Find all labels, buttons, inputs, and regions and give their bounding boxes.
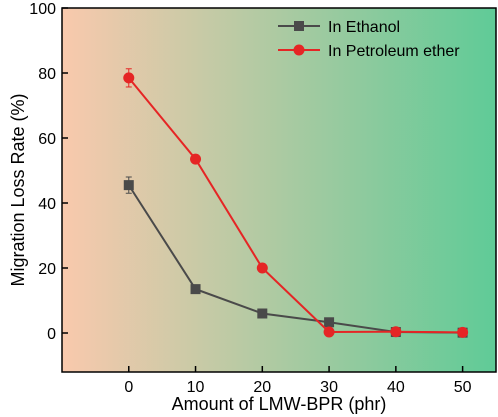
x-tick-label: 30 bbox=[320, 379, 338, 396]
plot-background bbox=[62, 8, 496, 372]
data-point bbox=[457, 326, 469, 338]
legend-marker bbox=[294, 21, 304, 31]
y-tick-label: 0 bbox=[47, 326, 56, 343]
data-point bbox=[256, 262, 268, 274]
data-point bbox=[190, 284, 201, 295]
y-tick-label: 80 bbox=[38, 66, 56, 83]
y-tick-label: 100 bbox=[29, 1, 56, 18]
y-tick-label: 60 bbox=[38, 131, 56, 148]
y-axis-title: Migration Loss Rate (%) bbox=[8, 93, 28, 286]
x-tick-label: 10 bbox=[187, 379, 205, 396]
data-marks bbox=[123, 68, 469, 338]
x-tick-label: 40 bbox=[387, 379, 405, 396]
plot-frame bbox=[61, 7, 497, 373]
legend: In Ethanol In Petroleum ether bbox=[278, 19, 460, 60]
x-tick-label: 20 bbox=[253, 379, 271, 396]
x-tick-label: 0 bbox=[124, 379, 133, 396]
x-axis-title: Amount of LMW-BPR (phr) bbox=[172, 394, 387, 414]
legend-label: In Petroleum ether bbox=[328, 43, 460, 60]
legend-label: In Ethanol bbox=[328, 19, 400, 36]
y-tick-label: 20 bbox=[38, 261, 56, 278]
series-2 bbox=[123, 68, 469, 338]
y-tick-label: 40 bbox=[38, 196, 56, 213]
data-point bbox=[324, 317, 335, 328]
data-point bbox=[390, 326, 402, 338]
axes: 0 10 20 30 40 50 0 20 40 60 80 100 bbox=[29, 1, 471, 396]
legend-marker bbox=[293, 44, 305, 56]
x-tick-label: 50 bbox=[454, 379, 472, 396]
data-point bbox=[190, 153, 202, 165]
data-point bbox=[323, 326, 335, 338]
series-line bbox=[127, 77, 463, 334]
data-point bbox=[123, 180, 134, 191]
data-point bbox=[257, 308, 268, 319]
data-point bbox=[123, 72, 135, 84]
